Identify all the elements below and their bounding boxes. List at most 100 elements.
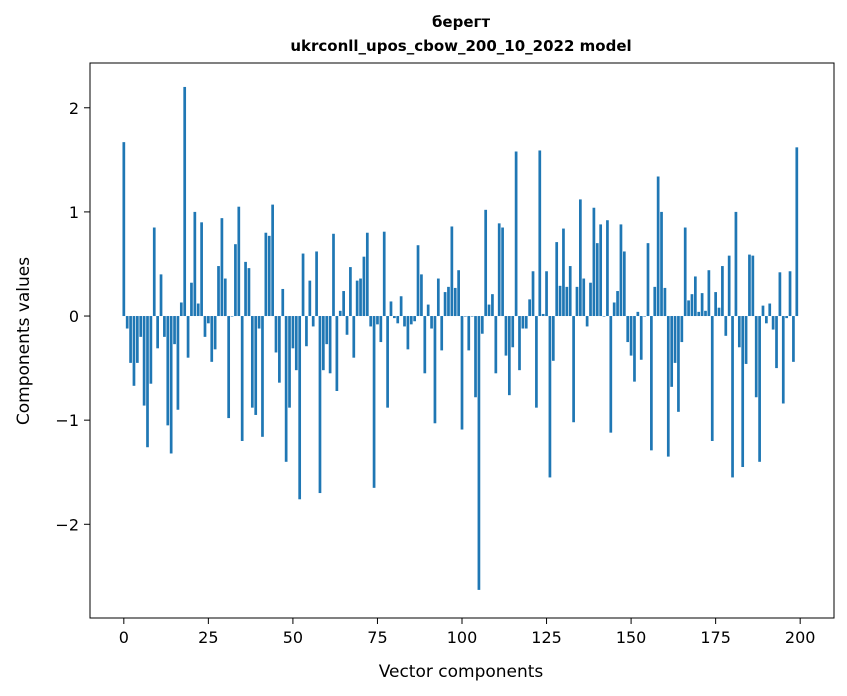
bar-165 <box>680 316 684 343</box>
bar-185 <box>748 254 751 317</box>
x-axis-label: Vector components <box>379 662 544 682</box>
bar-3 <box>132 316 136 386</box>
x-tick-label-25: 25 <box>198 628 218 647</box>
bar-9 <box>152 227 156 317</box>
bar-150 <box>629 316 633 356</box>
bar-124 <box>541 313 545 317</box>
bar-83 <box>403 316 406 327</box>
bar-111 <box>497 223 501 317</box>
bar-65 <box>342 291 345 317</box>
bar-132 <box>568 266 572 317</box>
bar-8 <box>149 316 153 384</box>
bar-35 <box>240 316 244 441</box>
x-tick-label-175: 175 <box>700 628 731 647</box>
bar-45 <box>274 316 278 353</box>
bar-28 <box>217 266 220 317</box>
bar-154 <box>643 316 646 317</box>
bar-1 <box>125 316 129 329</box>
bar-25 <box>207 316 210 324</box>
bar-72 <box>365 232 369 317</box>
bar-131 <box>565 286 569 317</box>
x-tick-label-150: 150 <box>616 628 647 647</box>
bar-89 <box>423 316 427 374</box>
bar-30 <box>223 278 227 317</box>
bar-88 <box>420 274 423 317</box>
bar-146 <box>616 291 619 317</box>
bar-166 <box>683 227 687 317</box>
bar-91 <box>430 316 433 329</box>
x-axis-ticks: 0 25 50 75 100 125 150 175 200 <box>119 618 815 647</box>
bar-119 <box>524 316 528 329</box>
bar-180 <box>731 316 734 478</box>
bar-108 <box>487 304 491 317</box>
bar-96 <box>447 286 450 317</box>
bar-64 <box>338 310 342 317</box>
bar-189 <box>761 305 765 317</box>
bar-105 <box>477 316 481 590</box>
bar-198 <box>792 316 795 362</box>
bar-70 <box>359 278 362 317</box>
bar-17 <box>179 302 183 317</box>
plot-frame <box>89 62 835 619</box>
bar-15 <box>173 316 176 345</box>
bar-134 <box>575 286 579 317</box>
bar-104 <box>474 316 477 398</box>
bar-184 <box>744 316 748 364</box>
bar-58 <box>318 316 322 494</box>
bar-97 <box>450 226 454 317</box>
bar-173 <box>707 270 711 317</box>
bar-20 <box>190 282 193 317</box>
bar-194 <box>778 272 782 317</box>
bar-84 <box>406 316 410 350</box>
bar-85 <box>409 316 413 325</box>
bar-36 <box>244 261 247 317</box>
bar-47 <box>281 288 285 317</box>
bar-93 <box>436 278 440 317</box>
bar-128 <box>555 242 559 317</box>
bar-79 <box>389 301 393 317</box>
x-tick-label-75: 75 <box>367 628 387 647</box>
bar-69 <box>355 280 359 317</box>
bar-170 <box>697 311 701 317</box>
bar-164 <box>677 316 680 412</box>
bar-44 <box>271 204 274 317</box>
bar-107 <box>484 209 488 317</box>
bar-24 <box>203 316 207 337</box>
bar-43 <box>267 235 271 317</box>
bar-193 <box>775 316 778 369</box>
bar-197 <box>788 271 792 317</box>
bar-26 <box>210 316 214 362</box>
bar-50 <box>291 316 295 349</box>
bar-144 <box>609 316 613 433</box>
bar-151 <box>633 316 636 382</box>
bar-118 <box>521 316 525 329</box>
bars-group <box>122 86 799 590</box>
bar-54 <box>305 316 308 347</box>
bar-177 <box>721 266 724 317</box>
bar-129 <box>558 285 562 317</box>
bar-188 <box>758 316 761 462</box>
bar-31 <box>227 316 231 419</box>
bar-22 <box>196 303 200 317</box>
bar-183 <box>741 316 745 468</box>
bar-80 <box>393 316 396 319</box>
bar-32 <box>230 316 234 317</box>
bar-86 <box>413 316 417 322</box>
bar-110 <box>494 316 498 374</box>
chart-title-line2: ukrconll_upos_cbow_200_10_2022 model <box>290 37 631 55</box>
bar-98 <box>453 287 457 317</box>
bar-94 <box>440 316 444 351</box>
bar-102 <box>467 316 471 351</box>
bar-71 <box>362 256 366 317</box>
bar-106 <box>480 316 484 334</box>
bar-133 <box>572 316 575 423</box>
bar-61 <box>328 316 332 374</box>
bar-162 <box>670 316 674 387</box>
bar-122 <box>535 316 538 408</box>
bar-95 <box>443 292 447 317</box>
bar-101 <box>464 316 467 317</box>
bar-42 <box>264 232 268 317</box>
bar-52 <box>298 316 302 500</box>
bar-23 <box>200 222 203 317</box>
